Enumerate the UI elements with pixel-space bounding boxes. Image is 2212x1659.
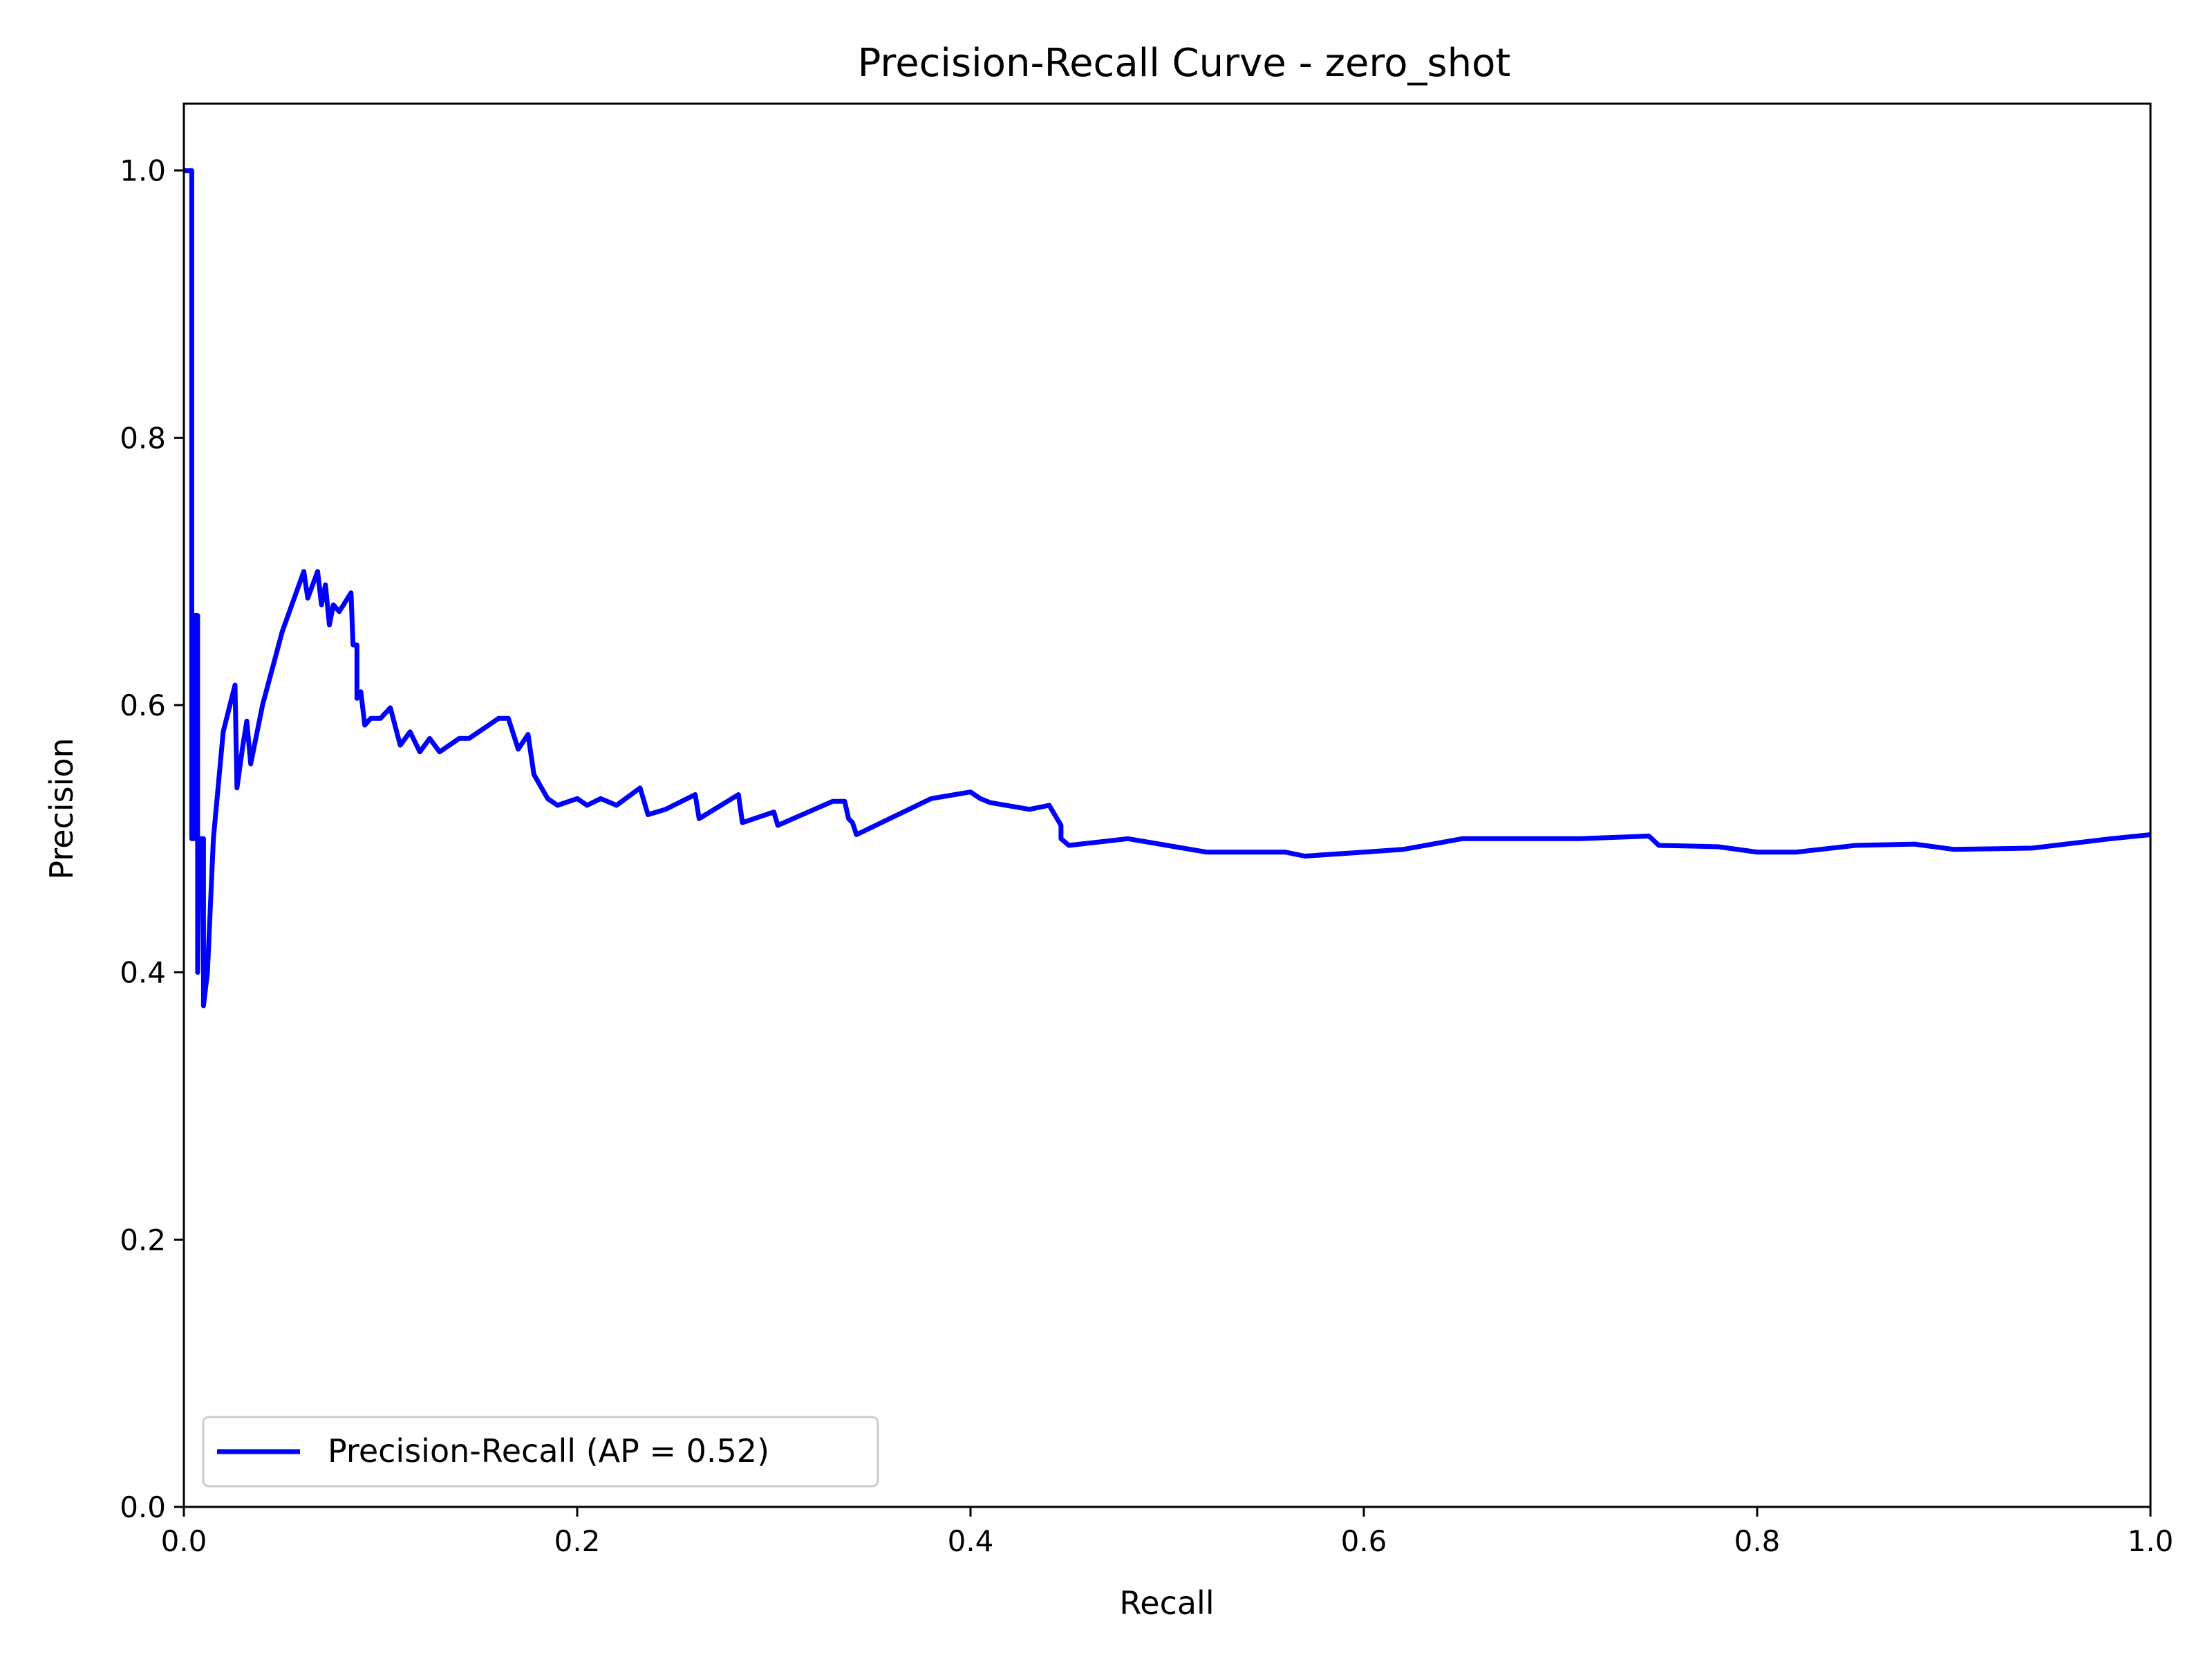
legend: Precision-Recall (AP = 0.52): [202, 1416, 879, 1488]
y-tick-label: 0.8: [120, 421, 166, 455]
x-tick-label: 0.6: [1341, 1524, 1387, 1558]
y-tick-label: 1.0: [120, 154, 166, 188]
x-tick-label: 0.8: [1734, 1524, 1781, 1558]
plot-area: [184, 168, 2150, 1009]
x-tick-label: 0.0: [161, 1524, 207, 1558]
chart-title: Precision-Recall Curve - zero_shot: [858, 41, 1511, 86]
x-tick-label: 0.4: [948, 1524, 994, 1558]
x-tick-label: 1.0: [2128, 1524, 2174, 1558]
plot-frame: [182, 102, 2152, 1508]
y-axis-label: Precision: [43, 738, 80, 879]
y-axis: 0.0 0.2 0.4 0.6 0.8 1.0: [120, 154, 184, 1524]
x-axis-label: Recall: [1119, 1584, 1214, 1622]
x-axis: 0.0 0.2 0.4 0.6 0.8 1.0: [161, 1507, 2174, 1558]
y-tick-label: 0.0: [120, 1490, 166, 1524]
y-tick-label: 0.4: [120, 956, 166, 990]
y-tick-label: 0.2: [120, 1223, 166, 1257]
pr-curve-line: [184, 168, 2150, 1009]
legend-box: [202, 1416, 879, 1488]
y-tick-label: 0.6: [120, 688, 166, 722]
x-tick-label: 0.2: [554, 1524, 601, 1558]
legend-label: Precision-Recall (AP = 0.52): [328, 1432, 769, 1470]
